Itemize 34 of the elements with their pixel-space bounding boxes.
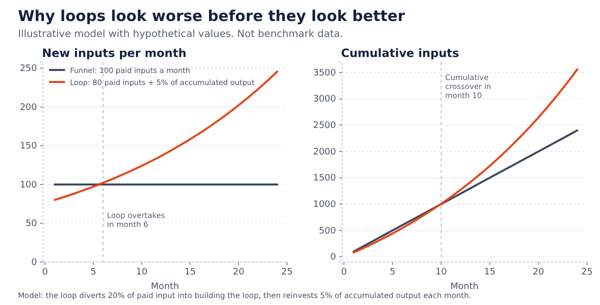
x-tick-label: 15 [184, 267, 196, 278]
y-tick-label: 3500 [313, 68, 336, 78]
y-tick-label: 100 [20, 180, 38, 190]
chart-title: Cumulative inputs [341, 46, 460, 60]
y-tick-label: 200 [20, 102, 38, 113]
x-axis-title: Month [150, 282, 180, 292]
y-tick-label: 0 [31, 258, 38, 268]
x-tick-label: 5 [90, 267, 96, 278]
y-tick-label: 2500 [313, 121, 336, 132]
y-tick-label: 1000 [313, 200, 336, 210]
x-tick-label: 5 [390, 267, 396, 278]
y-tick-label: 150 [20, 142, 38, 152]
x-tick-label: 10 [435, 267, 448, 278]
x-tick-label: 0 [42, 267, 48, 278]
chart-title: New inputs per month [42, 46, 186, 60]
x-tick-label: 25 [281, 267, 293, 278]
x-tick-label: 0 [341, 267, 348, 278]
y-tick-label: 2000 [313, 147, 336, 158]
y-tick-label: 3000 [313, 94, 336, 105]
text: Illustrative model with hypothetical values. Not benchmark data. [18, 29, 344, 40]
x-tick-label: 20 [532, 267, 544, 278]
x-axis-title: Month [450, 282, 479, 292]
y-tick-label: 50 [26, 219, 38, 230]
y-tick-label: 500 [318, 226, 336, 236]
x-tick-label: 25 [581, 267, 593, 278]
y-tick-label: 250 [20, 64, 38, 74]
text: Why loops look worse before they look better [18, 7, 406, 25]
line-series [352, 68, 578, 254]
y-tick-label: 0 [330, 252, 336, 263]
x-tick-label: 15 [484, 267, 496, 278]
x-tick-label: 10 [136, 267, 148, 278]
x-tick-label: 20 [232, 267, 245, 278]
y-tick-label: 1500 [313, 174, 336, 184]
line-series [352, 129, 578, 252]
